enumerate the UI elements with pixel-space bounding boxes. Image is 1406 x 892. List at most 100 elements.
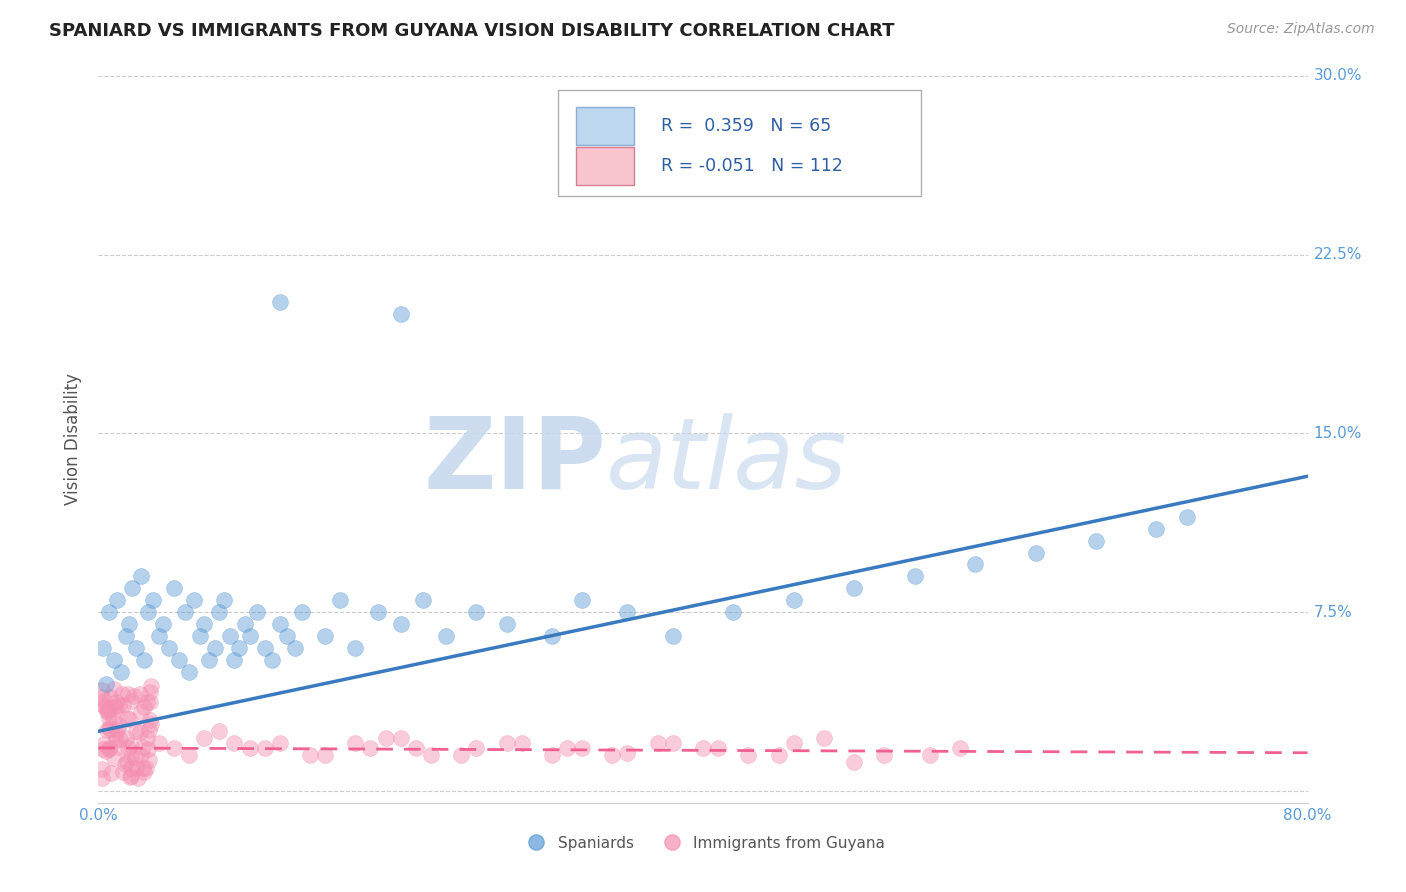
Point xyxy=(647,736,669,750)
Point xyxy=(188,629,211,643)
Point xyxy=(737,748,759,763)
Point xyxy=(253,640,276,655)
Point xyxy=(138,753,160,767)
Point xyxy=(108,698,131,713)
Point xyxy=(112,698,135,713)
Point xyxy=(107,718,129,732)
Point xyxy=(136,741,159,756)
Point xyxy=(269,736,291,750)
Point xyxy=(104,727,127,741)
Point xyxy=(291,605,314,619)
Text: Source: ZipAtlas.com: Source: ZipAtlas.com xyxy=(1227,22,1375,37)
Text: R =  0.359   N = 65: R = 0.359 N = 65 xyxy=(661,117,831,135)
Point xyxy=(148,629,170,643)
Point xyxy=(93,694,115,708)
Point xyxy=(276,629,298,643)
Point xyxy=(193,731,215,746)
Point xyxy=(125,761,148,775)
Text: 7.5%: 7.5% xyxy=(1313,605,1353,620)
Point xyxy=(98,721,121,735)
Point xyxy=(571,593,593,607)
Point xyxy=(105,723,128,738)
Point xyxy=(616,746,638,760)
Point xyxy=(450,748,472,763)
Point xyxy=(125,724,148,739)
Point xyxy=(179,748,201,763)
Point xyxy=(91,742,114,756)
Point xyxy=(159,640,181,655)
Point xyxy=(208,724,231,739)
FancyBboxPatch shape xyxy=(558,90,921,195)
Point xyxy=(103,751,125,765)
Text: R = -0.051   N = 112: R = -0.051 N = 112 xyxy=(661,157,842,175)
Point xyxy=(1144,522,1167,536)
Point xyxy=(1024,545,1046,559)
Point xyxy=(104,695,127,709)
Point xyxy=(138,723,160,738)
Point xyxy=(120,750,142,764)
Point xyxy=(98,605,121,619)
Point xyxy=(224,736,246,750)
Point xyxy=(96,723,118,737)
FancyBboxPatch shape xyxy=(576,147,634,185)
Y-axis label: Vision Disability: Vision Disability xyxy=(65,374,83,505)
Point xyxy=(117,687,139,701)
Point xyxy=(360,741,382,756)
Point xyxy=(219,629,242,643)
Point xyxy=(212,593,235,607)
Text: ZIP: ZIP xyxy=(423,413,606,509)
Point xyxy=(129,569,152,583)
Point xyxy=(918,748,941,763)
Point xyxy=(183,593,205,607)
Point xyxy=(103,712,125,726)
Point xyxy=(90,690,112,704)
Text: SPANIARD VS IMMIGRANTS FROM GUYANA VISION DISABILITY CORRELATION CHART: SPANIARD VS IMMIGRANTS FROM GUYANA VISIO… xyxy=(49,22,894,40)
Point xyxy=(132,653,155,667)
Point xyxy=(692,741,714,756)
Point xyxy=(110,665,132,679)
Point xyxy=(367,605,389,619)
Point xyxy=(117,741,139,756)
Point xyxy=(115,731,138,746)
Text: 22.5%: 22.5% xyxy=(1313,247,1362,262)
Point xyxy=(91,762,114,776)
Point xyxy=(405,741,427,756)
Point xyxy=(193,617,215,632)
Point xyxy=(98,690,121,704)
Point xyxy=(128,686,150,700)
Text: 30.0%: 30.0% xyxy=(1313,69,1362,83)
Point xyxy=(135,762,157,776)
Point xyxy=(616,605,638,619)
Point xyxy=(120,769,142,783)
Point xyxy=(98,742,121,756)
Point xyxy=(125,640,148,655)
Point xyxy=(120,694,142,708)
Point xyxy=(661,629,683,643)
Point xyxy=(131,760,153,774)
Point xyxy=(139,679,162,693)
Point xyxy=(389,307,412,321)
Point xyxy=(949,741,972,756)
Point xyxy=(163,582,186,596)
Point xyxy=(269,617,291,632)
Point xyxy=(465,605,488,619)
Point xyxy=(111,764,134,779)
Point xyxy=(135,695,157,709)
Point xyxy=(179,665,201,679)
Point xyxy=(246,605,269,619)
Point xyxy=(163,741,186,756)
Point xyxy=(389,617,412,632)
Point xyxy=(314,748,336,763)
Point xyxy=(965,558,987,572)
Point xyxy=(904,569,927,583)
Point xyxy=(768,748,790,763)
Point xyxy=(389,731,412,746)
Point xyxy=(120,760,142,774)
Point xyxy=(233,617,256,632)
Point xyxy=(105,593,128,607)
Point xyxy=(239,741,262,756)
Point xyxy=(167,653,190,667)
Point xyxy=(122,689,145,703)
Point xyxy=(299,748,322,763)
Point xyxy=(412,593,434,607)
